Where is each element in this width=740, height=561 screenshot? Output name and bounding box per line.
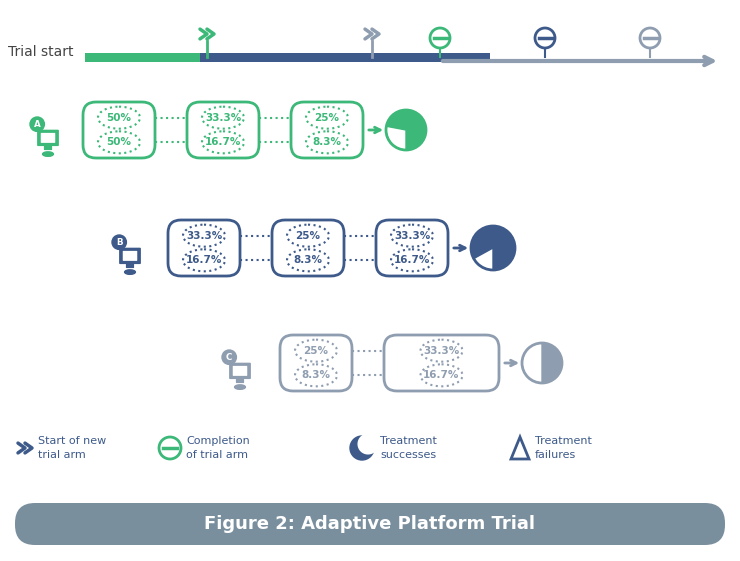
- Text: 25%: 25%: [303, 346, 329, 356]
- Wedge shape: [386, 110, 426, 150]
- Text: A: A: [34, 119, 41, 128]
- FancyBboxPatch shape: [236, 378, 244, 383]
- Text: 16.7%: 16.7%: [423, 370, 460, 380]
- Ellipse shape: [420, 364, 462, 387]
- Circle shape: [386, 110, 426, 150]
- Ellipse shape: [98, 107, 140, 128]
- Ellipse shape: [391, 224, 433, 247]
- Text: 16.7%: 16.7%: [205, 137, 241, 148]
- Text: 33.3%: 33.3%: [205, 113, 241, 123]
- Text: Start of new
trial arm: Start of new trial arm: [38, 436, 107, 459]
- Text: 8.3%: 8.3%: [312, 137, 341, 148]
- Ellipse shape: [287, 224, 329, 247]
- Circle shape: [222, 350, 236, 365]
- Wedge shape: [471, 226, 515, 270]
- Ellipse shape: [420, 339, 462, 362]
- FancyBboxPatch shape: [233, 366, 247, 376]
- FancyBboxPatch shape: [15, 503, 725, 545]
- Ellipse shape: [295, 364, 337, 387]
- Circle shape: [30, 117, 44, 131]
- Ellipse shape: [43, 152, 53, 157]
- Ellipse shape: [202, 107, 244, 128]
- Circle shape: [159, 437, 181, 459]
- FancyBboxPatch shape: [123, 251, 137, 261]
- Text: 25%: 25%: [295, 231, 320, 241]
- Text: Figure 2: Adaptive Platform Trial: Figure 2: Adaptive Platform Trial: [204, 515, 536, 533]
- FancyBboxPatch shape: [229, 362, 251, 379]
- Ellipse shape: [183, 224, 225, 247]
- FancyBboxPatch shape: [44, 145, 52, 150]
- Circle shape: [430, 28, 450, 48]
- Circle shape: [358, 434, 378, 454]
- Text: 33.3%: 33.3%: [186, 231, 222, 241]
- Circle shape: [350, 436, 374, 460]
- Ellipse shape: [295, 339, 337, 362]
- FancyBboxPatch shape: [41, 133, 56, 143]
- Text: Treatment
failures: Treatment failures: [535, 436, 592, 459]
- Ellipse shape: [124, 270, 135, 274]
- Wedge shape: [542, 343, 562, 383]
- Text: Completion
of trial arm: Completion of trial arm: [186, 436, 250, 459]
- Circle shape: [522, 343, 562, 383]
- Text: 8.3%: 8.3%: [294, 255, 323, 265]
- Ellipse shape: [306, 107, 348, 128]
- Text: 25%: 25%: [314, 113, 340, 123]
- Ellipse shape: [287, 249, 329, 272]
- FancyBboxPatch shape: [126, 263, 134, 268]
- Text: 50%: 50%: [107, 113, 132, 123]
- Ellipse shape: [98, 131, 140, 153]
- Ellipse shape: [391, 249, 433, 272]
- Circle shape: [471, 226, 515, 270]
- Text: 33.3%: 33.3%: [394, 231, 430, 241]
- Circle shape: [535, 28, 555, 48]
- Text: B: B: [116, 238, 123, 247]
- FancyBboxPatch shape: [37, 130, 59, 146]
- Text: 16.7%: 16.7%: [394, 255, 430, 265]
- Text: 16.7%: 16.7%: [186, 255, 222, 265]
- Ellipse shape: [306, 131, 348, 153]
- Text: 8.3%: 8.3%: [301, 370, 331, 380]
- Text: 33.3%: 33.3%: [423, 346, 460, 356]
- Ellipse shape: [202, 131, 244, 153]
- Circle shape: [112, 235, 127, 250]
- Bar: [85, 53, 385, 62]
- Circle shape: [640, 28, 660, 48]
- FancyBboxPatch shape: [119, 247, 141, 264]
- Ellipse shape: [235, 385, 246, 389]
- Text: Trial start: Trial start: [8, 45, 73, 59]
- Text: Treatment
successes: Treatment successes: [380, 436, 437, 459]
- Bar: [200, 53, 490, 62]
- Text: C: C: [226, 353, 232, 362]
- Text: 50%: 50%: [107, 137, 132, 148]
- Ellipse shape: [183, 249, 225, 272]
